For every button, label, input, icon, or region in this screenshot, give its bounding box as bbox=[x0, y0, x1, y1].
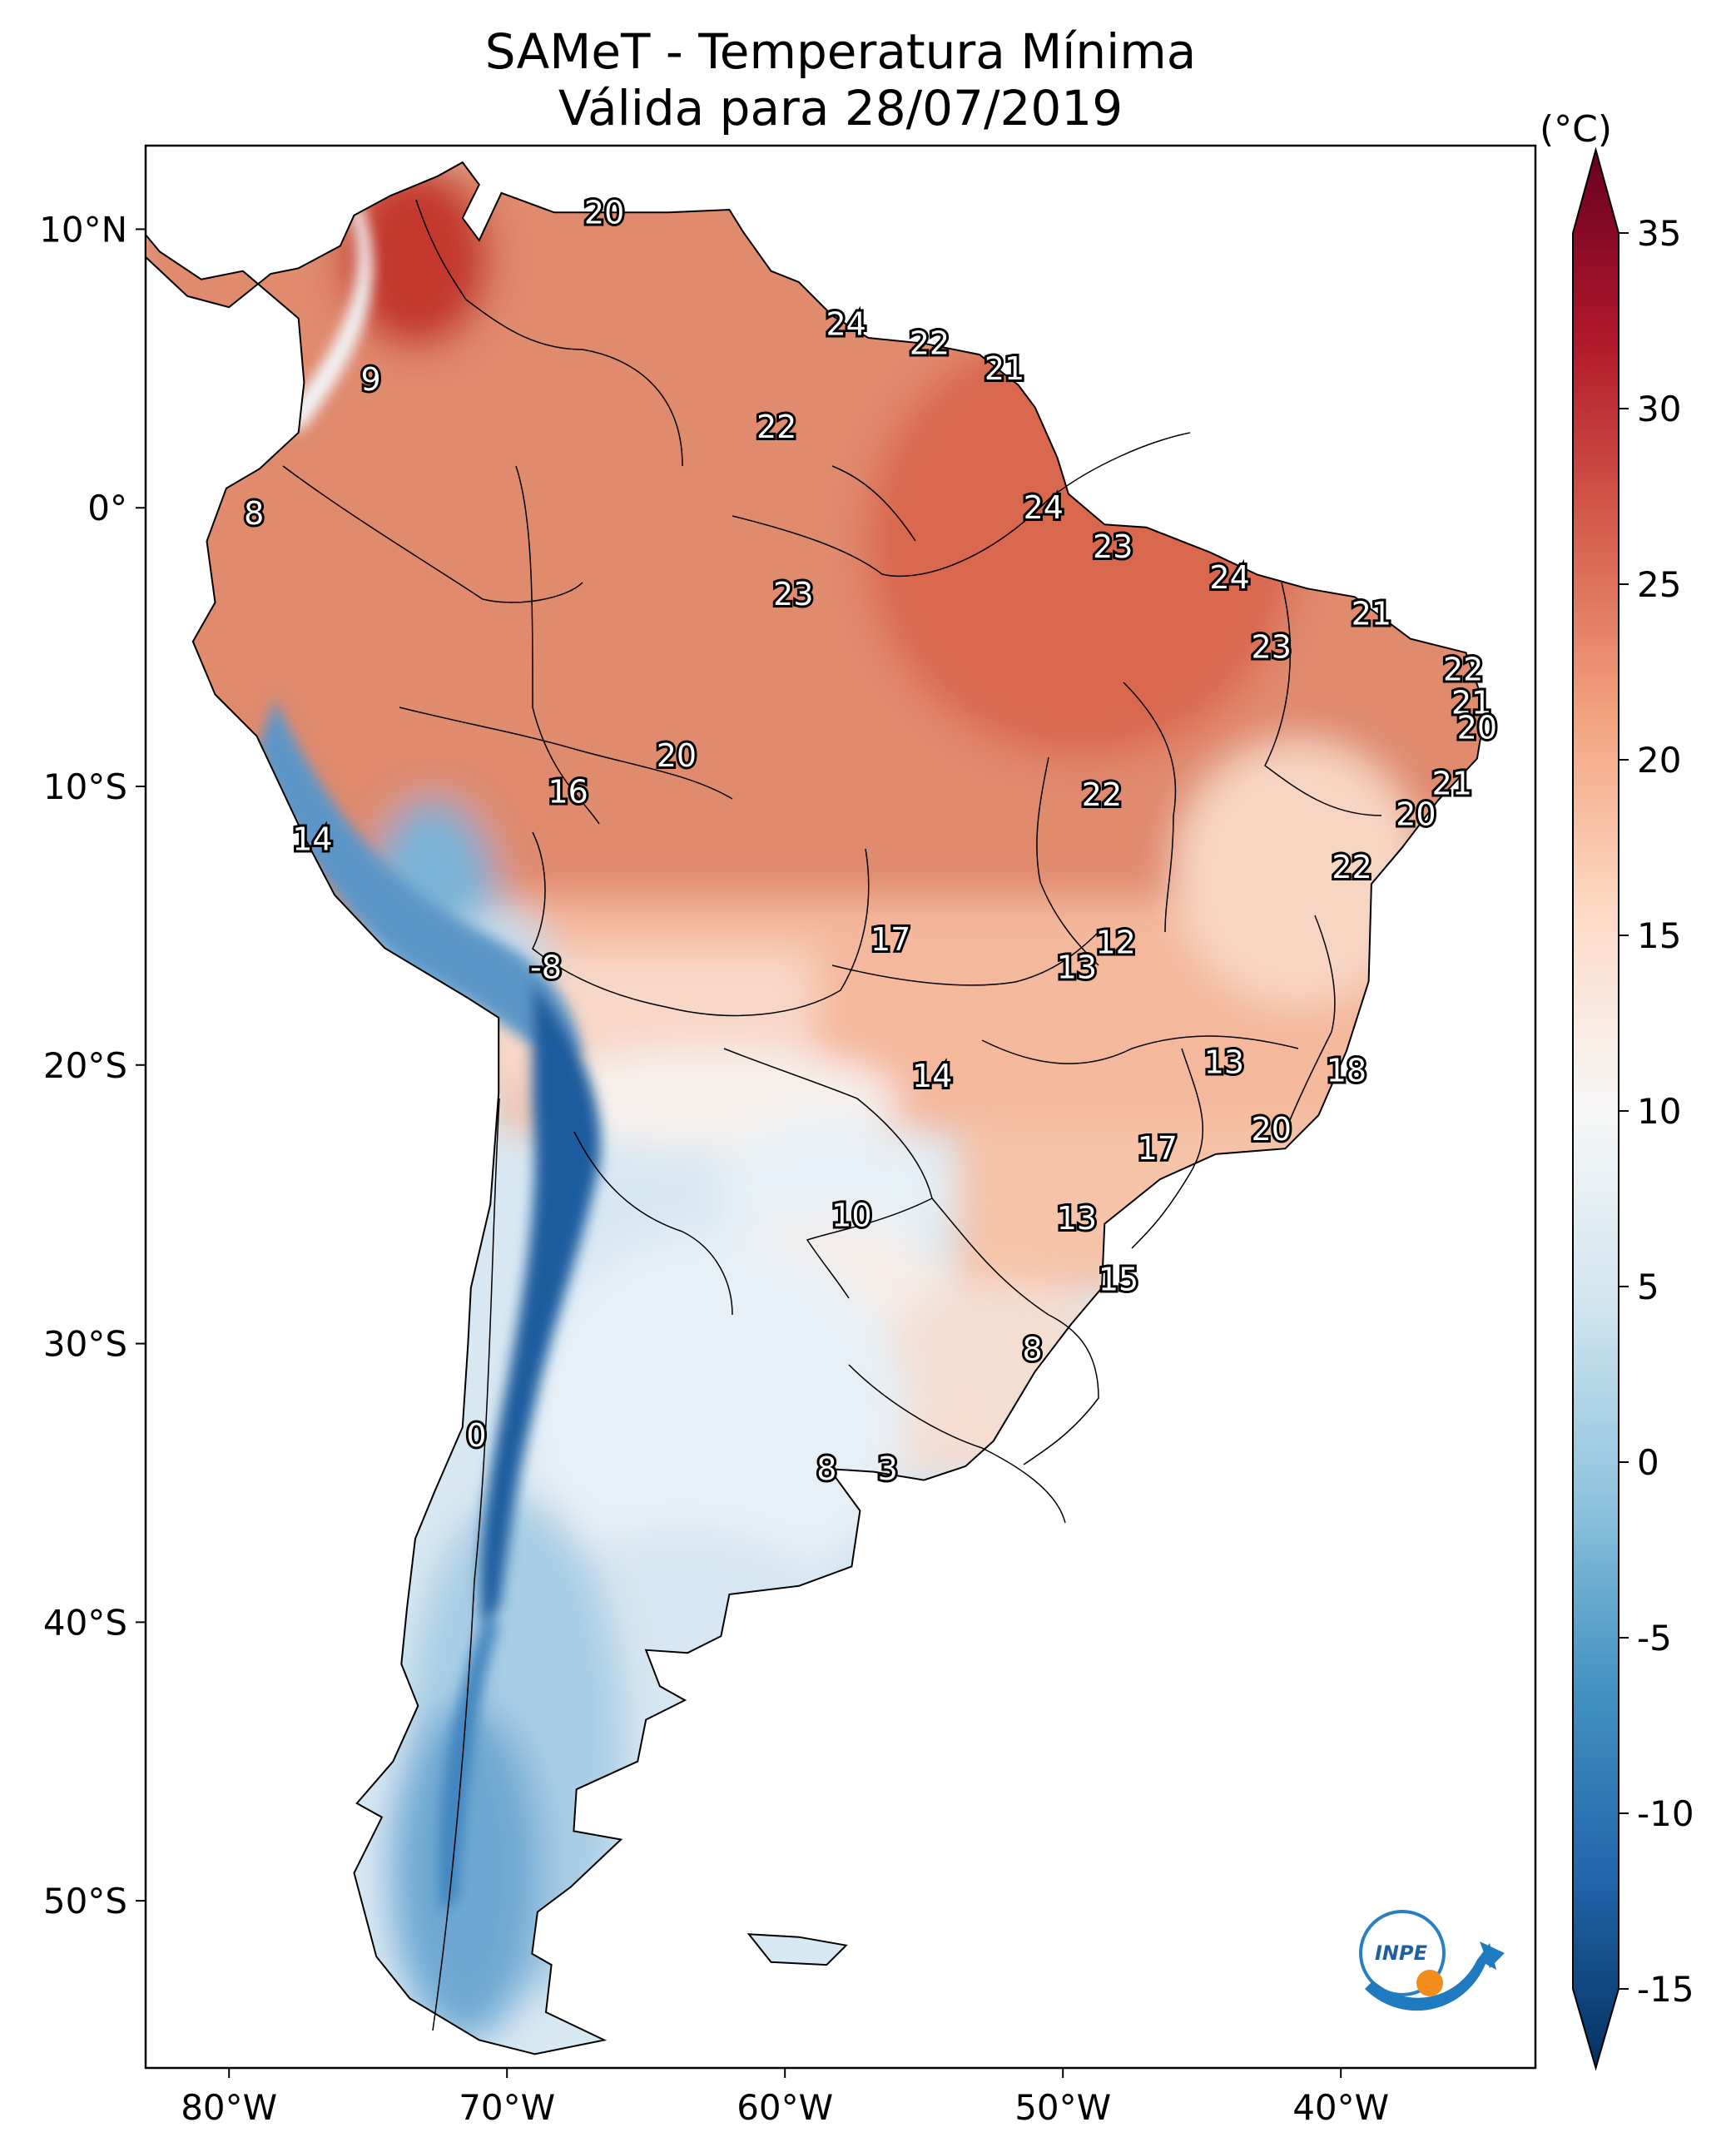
colorbar-tick-label: 5 bbox=[1637, 1267, 1659, 1307]
colorbar-tick-label: -5 bbox=[1637, 1618, 1672, 1659]
colorbar-tick-label: 0 bbox=[1637, 1442, 1659, 1483]
temperature-value-label: 22 bbox=[1082, 776, 1122, 813]
temperature-value-label: 13 bbox=[1204, 1044, 1244, 1080]
colorbar-unit: (°C) bbox=[1540, 108, 1613, 151]
temperature-value-label: 23 bbox=[773, 576, 813, 612]
temperature-value-label: 23 bbox=[1252, 629, 1292, 666]
colorbar-tick-label: 10 bbox=[1637, 1091, 1681, 1132]
lat-tick-label: 0° bbox=[87, 488, 127, 528]
temperature-value-label: -8 bbox=[530, 950, 562, 986]
temperature-value-label: 21 bbox=[1451, 685, 1491, 721]
lat-tick-label: 10°S bbox=[43, 766, 127, 807]
lat-tick-label: 20°S bbox=[43, 1045, 127, 1086]
temperature-value-label: 0 bbox=[466, 1417, 486, 1454]
temperature-value-label: 8 bbox=[244, 495, 264, 532]
colorbar-tick-label: 35 bbox=[1637, 213, 1681, 254]
temperature-value-label: 16 bbox=[548, 774, 588, 811]
lon-tick-label: 60°W bbox=[737, 2087, 833, 2128]
temperature-value-label: 8 bbox=[1022, 1331, 1042, 1367]
temperature-value-label: 13 bbox=[1057, 950, 1097, 986]
temperature-value-label: 23 bbox=[1093, 528, 1133, 565]
logo-text: INPE bbox=[1375, 1941, 1428, 1965]
colorbar: 35 30 25 20 15 10 5 0 -5 -10 -15 bbox=[1572, 146, 1694, 2071]
lat-tick-label: 50°S bbox=[43, 1881, 127, 1921]
lon-tick-label: 50°W bbox=[1014, 2087, 1111, 2128]
temperature-value-label: 22 bbox=[756, 409, 796, 445]
lon-tick-label: 70°W bbox=[459, 2087, 555, 2128]
temperature-value-label: 14 bbox=[292, 821, 332, 858]
temperature-value-label: 22 bbox=[910, 325, 950, 362]
temperature-value-label: 20 bbox=[1457, 710, 1497, 746]
temperature-value-label: 9 bbox=[360, 361, 380, 398]
colorbar-tick-label: 25 bbox=[1637, 564, 1681, 605]
temperature-value-label: 3 bbox=[878, 1450, 898, 1487]
temperature-value-label: 20 bbox=[657, 737, 697, 774]
temperature-value-label: 22 bbox=[1332, 849, 1371, 885]
colorbar-tick-label: -15 bbox=[1637, 1969, 1694, 2010]
colorbar-tick-label: 30 bbox=[1637, 389, 1681, 429]
colorbar-tick-label: 15 bbox=[1637, 915, 1681, 956]
coastline bbox=[145, 161, 1486, 2055]
temperature-value-label: 21 bbox=[1352, 595, 1391, 632]
temperature-value-label: 24 bbox=[826, 305, 866, 342]
lon-tick-label: 80°W bbox=[181, 2087, 277, 2128]
temperature-value-label: 24 bbox=[1024, 489, 1064, 526]
temperature-value-label: 17 bbox=[870, 921, 910, 958]
map-subtitle: Válida para 28/07/2019 bbox=[558, 80, 1123, 136]
temperature-value-label: 21 bbox=[985, 350, 1024, 387]
map-title: SAMeT - Temperatura Mínima bbox=[484, 23, 1197, 80]
temperature-value-label: 21 bbox=[1432, 766, 1472, 802]
temperature-value-label: 15 bbox=[1099, 1262, 1138, 1298]
lat-tick-label: 40°S bbox=[43, 1602, 127, 1643]
temperature-value-label: 24 bbox=[1209, 559, 1249, 596]
temperature-value-label: 10 bbox=[831, 1197, 871, 1234]
temperature-value-label: 20 bbox=[1252, 1111, 1292, 1148]
lon-tick-label: 40°W bbox=[1292, 2087, 1389, 2128]
country-borders bbox=[282, 199, 1382, 2031]
temperature-value-label: 8 bbox=[816, 1450, 836, 1487]
inpe-logo-icon: INPE bbox=[1359, 1910, 1505, 2011]
temperature-value-label: 14 bbox=[912, 1058, 952, 1094]
lat-tick-label: 10°N bbox=[39, 209, 127, 250]
temperature-value-label: 12 bbox=[1095, 924, 1135, 960]
temperature-value-label: 20 bbox=[584, 194, 624, 231]
lat-tick-label: 30°S bbox=[43, 1324, 127, 1365]
temperature-value-label: 13 bbox=[1057, 1200, 1097, 1237]
temperature-value-label: 22 bbox=[1443, 651, 1483, 687]
temperature-value-label: 18 bbox=[1327, 1052, 1366, 1088]
axis-ticks: 80°W 70°W 60°W 50°W 40°W 10°N 0° 10°S 20°S 30°S 40… bbox=[39, 209, 1389, 2128]
colorbar-tick-label: -10 bbox=[1637, 1793, 1694, 1834]
colorbar-tick-label: 20 bbox=[1637, 740, 1681, 781]
temperature-value-label: 20 bbox=[1396, 796, 1436, 832]
temperature-value-label: 17 bbox=[1138, 1130, 1178, 1167]
